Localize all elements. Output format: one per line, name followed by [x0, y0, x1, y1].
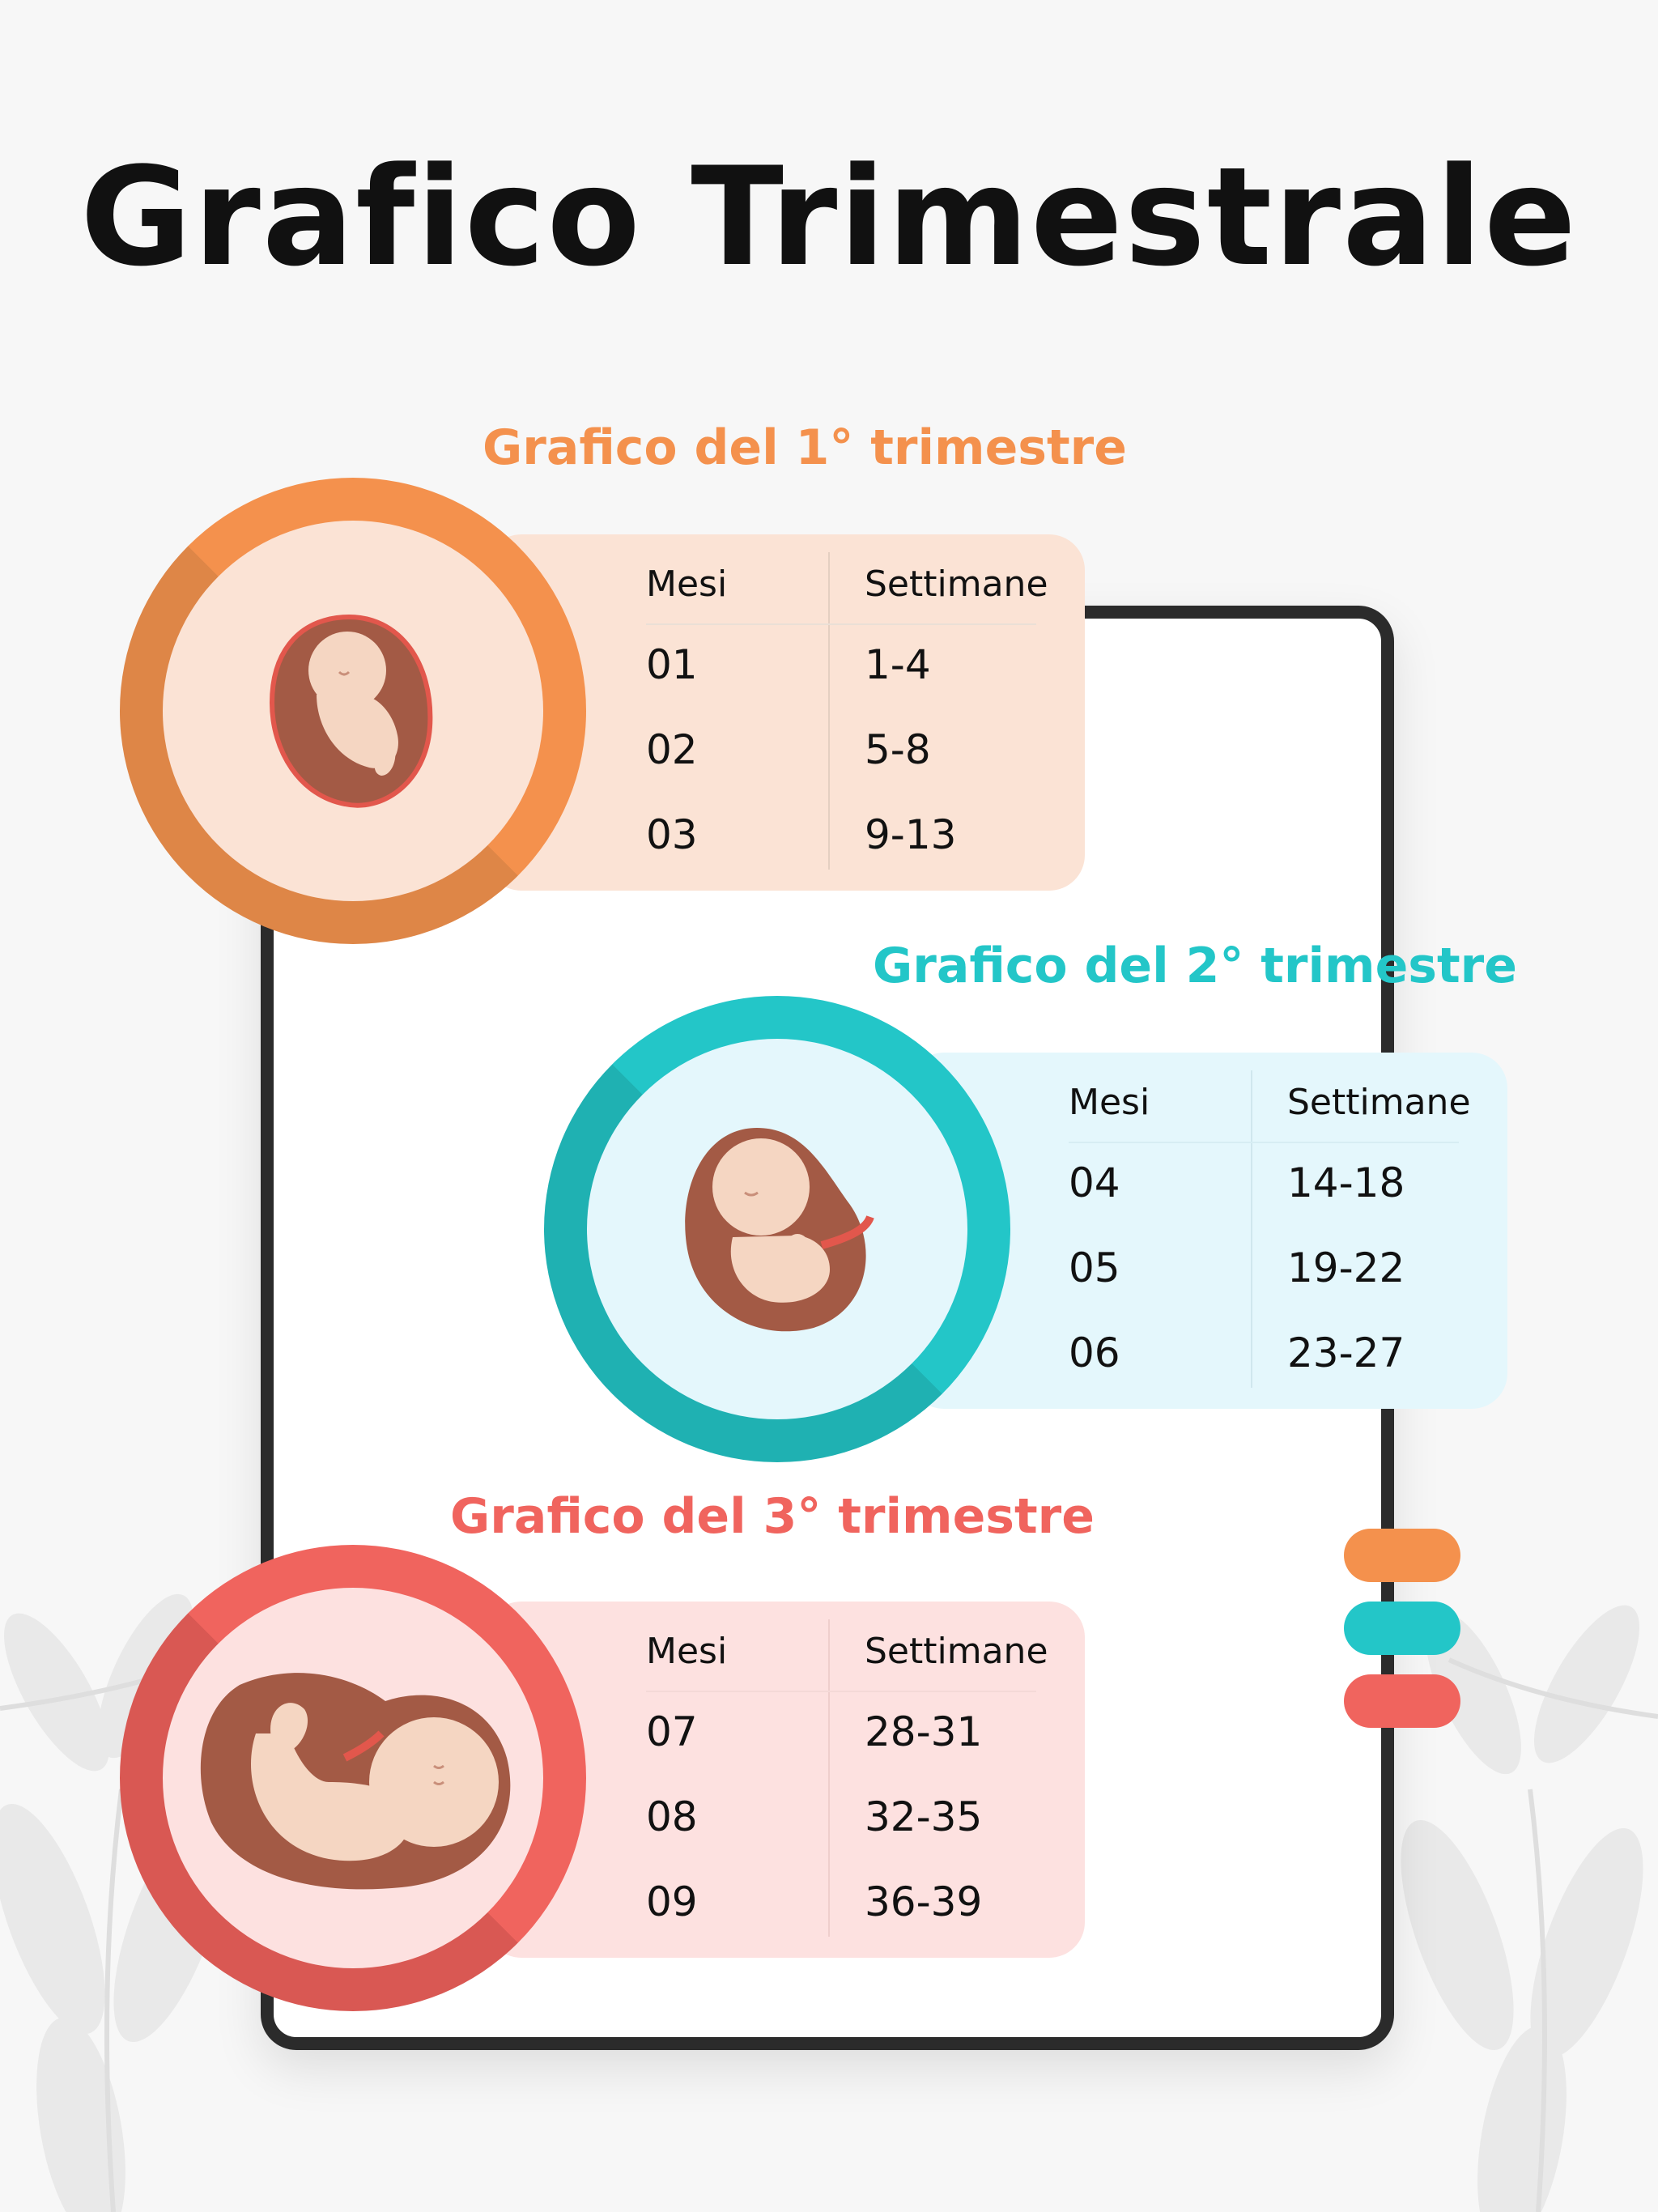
month-cell: 01	[646, 641, 698, 688]
weeks-cell: 19-22	[1287, 1244, 1405, 1291]
weeks-cell: 14-18	[1287, 1159, 1405, 1206]
header-weeks: Settimane	[1287, 1082, 1471, 1123]
header-divider	[1069, 1142, 1459, 1143]
weeks-cell: 32-35	[865, 1793, 983, 1840]
orange-indicator	[1344, 1529, 1460, 1582]
weeks-cell: 1-4	[865, 641, 931, 688]
leaf-right-icon	[1401, 1605, 1658, 2212]
month-cell: 08	[646, 1793, 698, 1840]
trimester-3-ring	[120, 1545, 586, 2011]
trimester-3-table: Mesi Settimane 07 28-31 08 32-35 09 36-3…	[646, 1619, 1048, 1937]
month-cell: 09	[646, 1878, 698, 1925]
weeks-cell: 9-13	[865, 811, 957, 858]
month-cell: 06	[1069, 1329, 1120, 1376]
header-weeks: Settimane	[865, 564, 1048, 605]
header-months: Mesi	[646, 564, 728, 605]
month-cell: 04	[1069, 1159, 1120, 1206]
baby-in-womb-icon	[200, 1673, 511, 1890]
trimester-2-ring	[544, 996, 1010, 1462]
month-cell: 03	[646, 811, 698, 858]
header-months: Mesi	[646, 1631, 728, 1672]
weeks-cell: 23-27	[1287, 1329, 1405, 1376]
column-divider	[828, 552, 830, 870]
red-indicator	[1344, 1674, 1460, 1728]
weeks-cell: 5-8	[865, 726, 931, 773]
trimester-1-table: Mesi Settimane 01 1-4 02 5-8 03 9-13	[646, 552, 1048, 870]
column-divider	[828, 1619, 830, 1937]
header-months: Mesi	[1069, 1082, 1150, 1123]
column-divider	[1251, 1070, 1252, 1388]
trimester-1-ring	[120, 478, 586, 944]
trimester-2-title: Grafico del 2° trimestre	[873, 938, 1517, 994]
fetus-icon	[685, 1128, 874, 1332]
header-divider	[646, 623, 1036, 625]
trimester-2-table: Mesi Settimane 04 14-18 05 19-22 06 23-2…	[1069, 1070, 1471, 1388]
weeks-cell: 36-39	[865, 1878, 983, 1925]
header-divider	[646, 1691, 1036, 1692]
weeks-cell: 28-31	[865, 1708, 983, 1755]
trimester-1-title: Grafico del 1° trimestre	[483, 419, 1127, 476]
header-weeks: Settimane	[865, 1631, 1048, 1672]
month-cell: 07	[646, 1708, 698, 1755]
page-title: Grafico Trimestrale	[80, 138, 1578, 296]
trimester-3-title: Grafico del 3° trimestre	[450, 1488, 1095, 1545]
embryo-icon	[269, 614, 433, 808]
month-cell: 02	[646, 726, 698, 773]
teal-indicator	[1344, 1602, 1460, 1655]
month-cell: 05	[1069, 1244, 1120, 1291]
